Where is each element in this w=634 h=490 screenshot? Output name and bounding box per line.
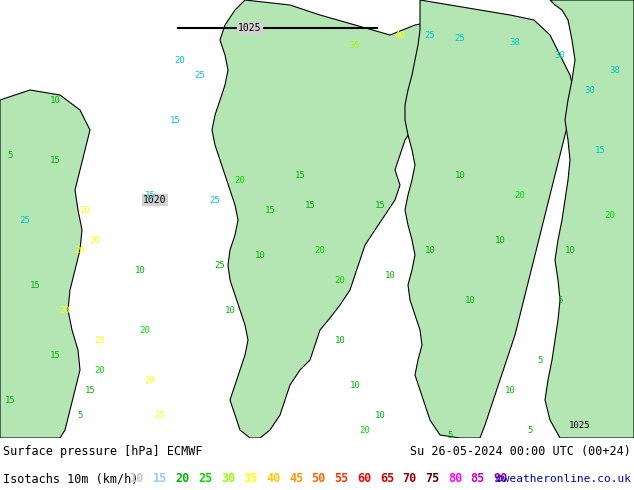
Text: 20: 20 (145, 375, 155, 385)
Text: 25: 25 (215, 261, 225, 270)
Text: 35: 35 (243, 472, 258, 485)
Text: 25: 25 (198, 472, 212, 485)
Text: 65: 65 (380, 472, 394, 485)
Text: 20: 20 (314, 245, 325, 254)
Text: 38: 38 (610, 66, 621, 74)
Text: 75: 75 (425, 472, 439, 485)
Text: 60: 60 (357, 472, 372, 485)
Text: 50: 50 (312, 472, 326, 485)
Text: 30: 30 (555, 50, 566, 59)
Text: 10: 10 (455, 171, 465, 179)
Text: 15: 15 (375, 200, 385, 210)
Text: 20: 20 (80, 205, 91, 215)
Text: 15: 15 (49, 350, 60, 360)
Text: 20: 20 (139, 325, 150, 335)
Text: 20: 20 (89, 236, 100, 245)
Text: 20: 20 (75, 245, 86, 254)
Text: 25: 25 (20, 216, 30, 224)
Text: 10: 10 (255, 250, 266, 260)
Text: 20: 20 (94, 366, 105, 374)
Text: 10: 10 (495, 236, 505, 245)
Text: 15: 15 (153, 472, 167, 485)
Text: 15: 15 (84, 386, 95, 394)
Text: 15: 15 (295, 171, 306, 179)
Text: 30: 30 (585, 85, 595, 95)
Text: 10: 10 (335, 336, 346, 344)
Text: Isotachs 10m (km/h): Isotachs 10m (km/h) (3, 472, 138, 485)
Text: 45: 45 (289, 472, 303, 485)
Text: 35: 35 (349, 41, 360, 49)
Text: 1025: 1025 (569, 420, 591, 430)
Text: 25: 25 (195, 71, 205, 79)
Text: 10: 10 (224, 305, 235, 315)
Text: 10: 10 (425, 245, 436, 254)
Text: ©weatheronline.co.uk: ©weatheronline.co.uk (496, 473, 631, 484)
Text: 80: 80 (448, 472, 462, 485)
Polygon shape (0, 90, 90, 438)
Polygon shape (212, 0, 450, 438)
Polygon shape (405, 0, 575, 438)
Text: 90: 90 (493, 472, 508, 485)
Text: 70: 70 (403, 472, 417, 485)
Text: 20: 20 (174, 55, 185, 65)
Text: 15: 15 (4, 395, 15, 405)
Text: 40: 40 (266, 472, 280, 485)
Text: 20: 20 (359, 425, 370, 435)
Text: 85: 85 (470, 472, 485, 485)
Text: 1025: 1025 (238, 23, 262, 33)
Text: 10: 10 (49, 96, 60, 104)
Text: 10: 10 (465, 295, 476, 304)
Text: 20: 20 (335, 275, 346, 285)
Text: 38: 38 (510, 38, 521, 47)
Text: 5: 5 (8, 150, 13, 160)
Text: 10: 10 (505, 386, 515, 394)
Text: 10: 10 (134, 266, 145, 274)
Text: 10: 10 (349, 381, 360, 390)
Text: 10: 10 (385, 270, 396, 279)
Text: 20: 20 (515, 191, 526, 199)
Text: 5: 5 (77, 411, 82, 419)
Text: 5: 5 (448, 431, 453, 440)
Text: 25: 25 (210, 196, 221, 204)
Text: 25: 25 (155, 411, 165, 419)
Text: 15: 15 (30, 280, 41, 290)
Text: Surface pressure [hPa] ECMWF: Surface pressure [hPa] ECMWF (3, 444, 202, 458)
Text: Su 26-05-2024 00:00 UTC (00+24): Su 26-05-2024 00:00 UTC (00+24) (410, 444, 631, 458)
Text: 1020: 1020 (143, 195, 167, 205)
Text: 5: 5 (537, 356, 543, 365)
Text: 20: 20 (176, 472, 190, 485)
Text: 40: 40 (394, 30, 405, 40)
Text: 10: 10 (565, 245, 576, 254)
Text: 15: 15 (49, 155, 60, 165)
Text: 10: 10 (375, 411, 385, 419)
Text: 25: 25 (455, 33, 465, 43)
Text: 15: 15 (145, 191, 155, 199)
Text: 20: 20 (605, 211, 616, 220)
Text: 5: 5 (527, 425, 533, 435)
Polygon shape (545, 0, 634, 438)
Text: 10: 10 (130, 472, 145, 485)
Text: 5: 5 (557, 295, 563, 304)
Text: 15: 15 (595, 146, 605, 154)
Text: 15: 15 (264, 205, 275, 215)
Text: 25: 25 (94, 336, 105, 344)
Text: 55: 55 (334, 472, 349, 485)
Text: 15: 15 (170, 116, 181, 124)
Text: 25: 25 (425, 30, 436, 40)
Text: 20: 20 (60, 305, 70, 315)
Text: 20: 20 (235, 175, 245, 185)
Text: 30: 30 (221, 472, 235, 485)
Text: 15: 15 (304, 200, 315, 210)
